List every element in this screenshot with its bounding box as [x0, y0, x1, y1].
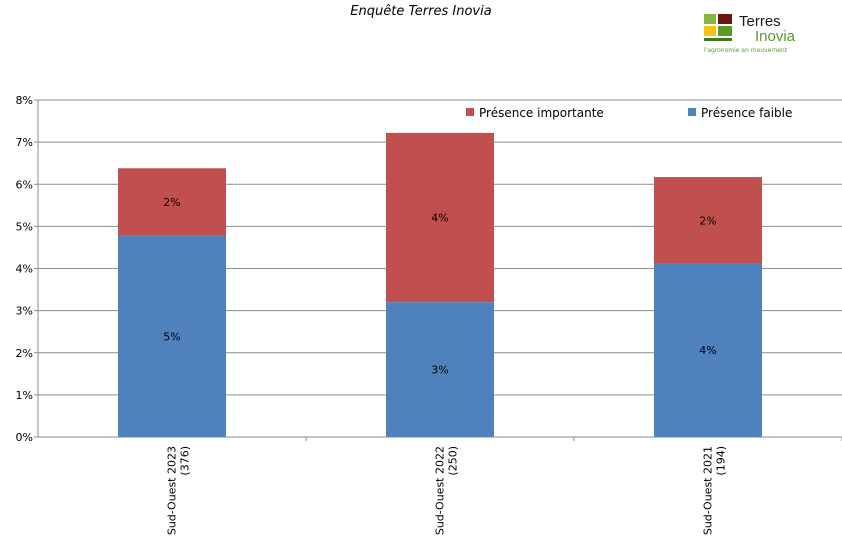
chart-title: Enquête Terres Inovia	[350, 4, 492, 19]
category-label: Sud-Ouest 2023 (376)	[166, 446, 192, 535]
y-tick-label: 8%	[16, 94, 33, 107]
category-label-name: Sud-Ouest 2022	[434, 446, 447, 535]
legend-label: Présence importante	[479, 106, 604, 120]
y-tick-label: 3%	[16, 305, 33, 318]
data-label: 2%	[163, 196, 180, 209]
category-label-name: Sud-Ouest 2023	[166, 446, 179, 535]
logo-mark-icon	[704, 14, 732, 41]
category-label-count: (250)	[447, 446, 460, 476]
y-tick-label: 6%	[16, 178, 33, 191]
bar	[118, 168, 226, 236]
category-label: Sud-Ouest 2022 (250)	[434, 446, 460, 535]
category-label-count: (376)	[179, 446, 192, 476]
legend-swatch	[466, 108, 474, 116]
bar	[654, 263, 762, 437]
logo-tagline: l'agronomie en mouvement	[704, 47, 788, 54]
y-tick-label: 5%	[16, 220, 33, 233]
category-label: Sud-Ouest 2021 (194)	[702, 446, 728, 535]
data-label: 3%	[431, 364, 448, 377]
data-label: 5%	[163, 330, 180, 343]
data-label: 4%	[431, 212, 448, 225]
bar	[654, 177, 762, 264]
legend-label: Présence faible	[701, 106, 792, 120]
category-label-count: (194)	[715, 446, 728, 476]
y-tick-label: 0%	[16, 431, 33, 444]
bar	[386, 302, 494, 437]
data-label: 4%	[699, 344, 716, 357]
terres-inovia-logo: Terres Inovia l'agronomie en mouvement	[702, 12, 832, 62]
bar	[118, 235, 226, 437]
y-tick-label: 4%	[16, 263, 33, 276]
y-tick-label: 1%	[16, 389, 33, 402]
legend-swatch	[688, 108, 696, 116]
y-tick-label: 2%	[16, 347, 33, 360]
data-label: 2%	[699, 214, 716, 227]
logo-name-line1: Terres	[739, 13, 781, 30]
category-label-name: Sud-Ouest 2021	[702, 446, 715, 535]
y-tick-label: 7%	[16, 136, 33, 149]
bar	[386, 132, 494, 303]
logo-name-line2: Inovia	[755, 28, 796, 45]
